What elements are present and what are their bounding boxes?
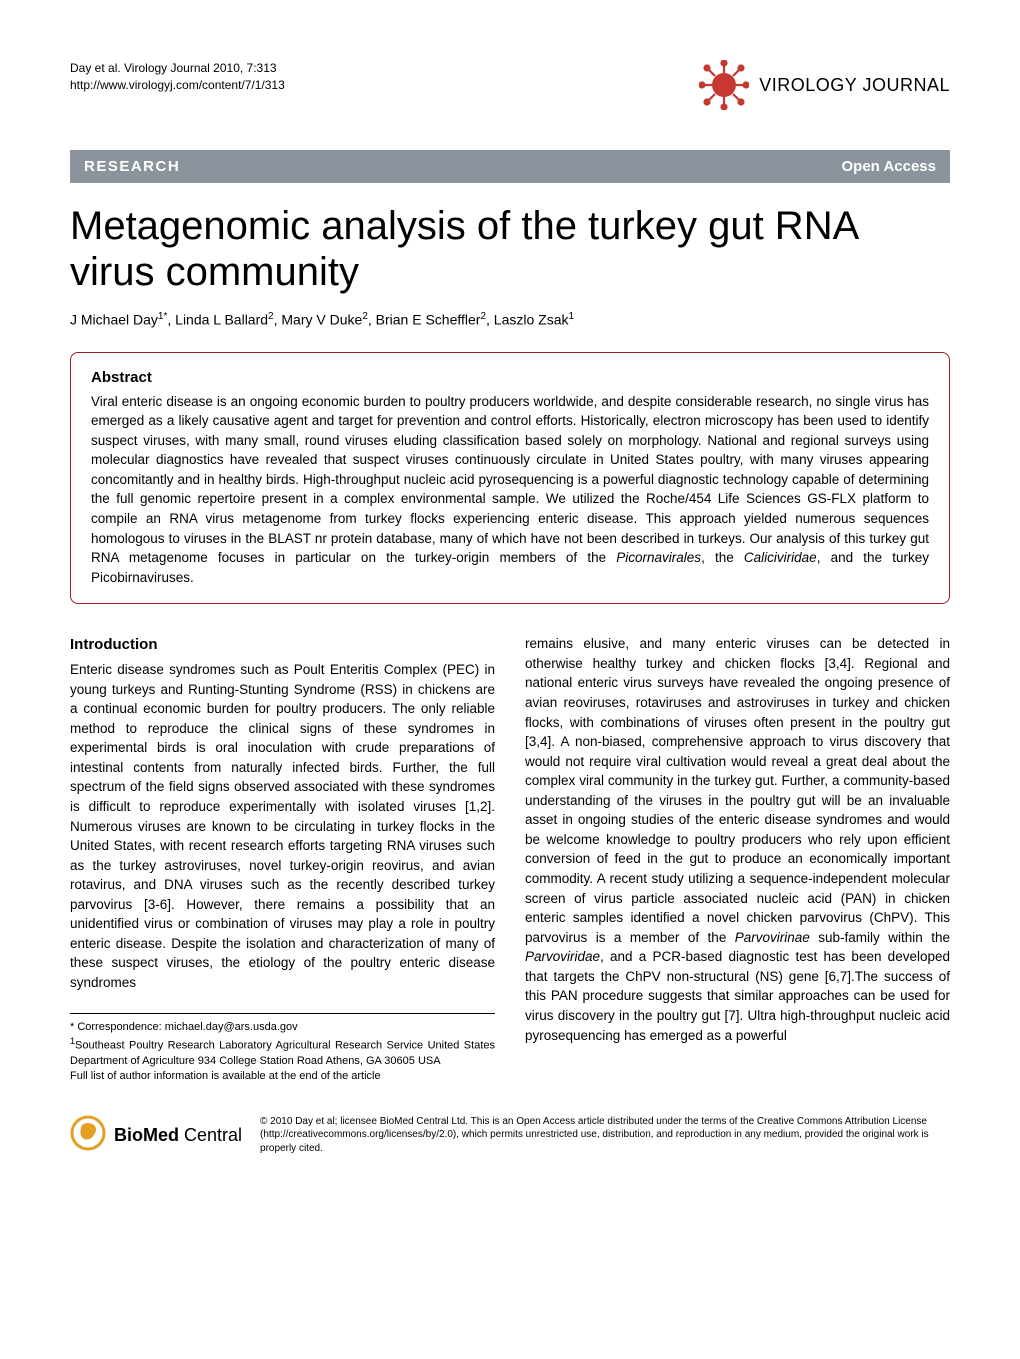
page: Day et al. Virology Journal 2010, 7:313 … xyxy=(0,0,1020,1196)
footnotes: * Correspondence: michael.day@ars.usda.g… xyxy=(70,1013,495,1085)
abstract-heading: Abstract xyxy=(91,369,929,386)
header-citation: Day et al. Virology Journal 2010, 7:313 … xyxy=(70,60,285,94)
correspondence: * Correspondence: michael.day@ars.usda.g… xyxy=(70,1020,495,1035)
article-title: Metagenomic analysis of the turkey gut R… xyxy=(70,203,950,295)
authors: J Michael Day1*, Linda L Ballard2, Mary … xyxy=(70,311,950,328)
header-journal: VIROLOGY JOURNAL xyxy=(699,60,950,110)
license-text: © 2010 Day et al; licensee BioMed Centra… xyxy=(260,1115,950,1156)
citation-line-2: http://www.virologyj.com/content/7/1/313 xyxy=(70,77,285,94)
column-left: Introduction Enteric disease syndromes s… xyxy=(70,634,495,1085)
column-right: remains elusive, and many enteric viruse… xyxy=(525,634,950,1085)
introduction-col1: Enteric disease syndromes such as Poult … xyxy=(70,660,495,993)
footer: BioMed Central © 2010 Day et al; license… xyxy=(70,1115,950,1156)
journal-name: VIROLOGY JOURNAL xyxy=(759,75,950,96)
bmc-text: BioMed Central xyxy=(114,1125,242,1146)
abstract-text: Viral enteric disease is an ongoing econ… xyxy=(91,392,929,588)
author-info-note: Full list of author information is avail… xyxy=(70,1069,495,1084)
introduction-heading: Introduction xyxy=(70,634,495,656)
bmc-logo: BioMed Central xyxy=(70,1115,242,1156)
virus-icon xyxy=(699,60,749,110)
affiliation: 1Southeast Poultry Research Laboratory A… xyxy=(70,1035,495,1069)
banner-open-access: Open Access xyxy=(842,158,937,175)
header-row: Day et al. Virology Journal 2010, 7:313 … xyxy=(70,60,950,110)
introduction-col2: remains elusive, and many enteric viruse… xyxy=(525,634,950,1045)
abstract-box: Abstract Viral enteric disease is an ong… xyxy=(70,352,950,605)
banner: RESEARCH Open Access xyxy=(70,150,950,183)
citation-line-1: Day et al. Virology Journal 2010, 7:313 xyxy=(70,60,285,77)
bmc-icon xyxy=(70,1115,106,1156)
body-columns: Introduction Enteric disease syndromes s… xyxy=(70,634,950,1085)
banner-section: RESEARCH xyxy=(84,158,180,175)
